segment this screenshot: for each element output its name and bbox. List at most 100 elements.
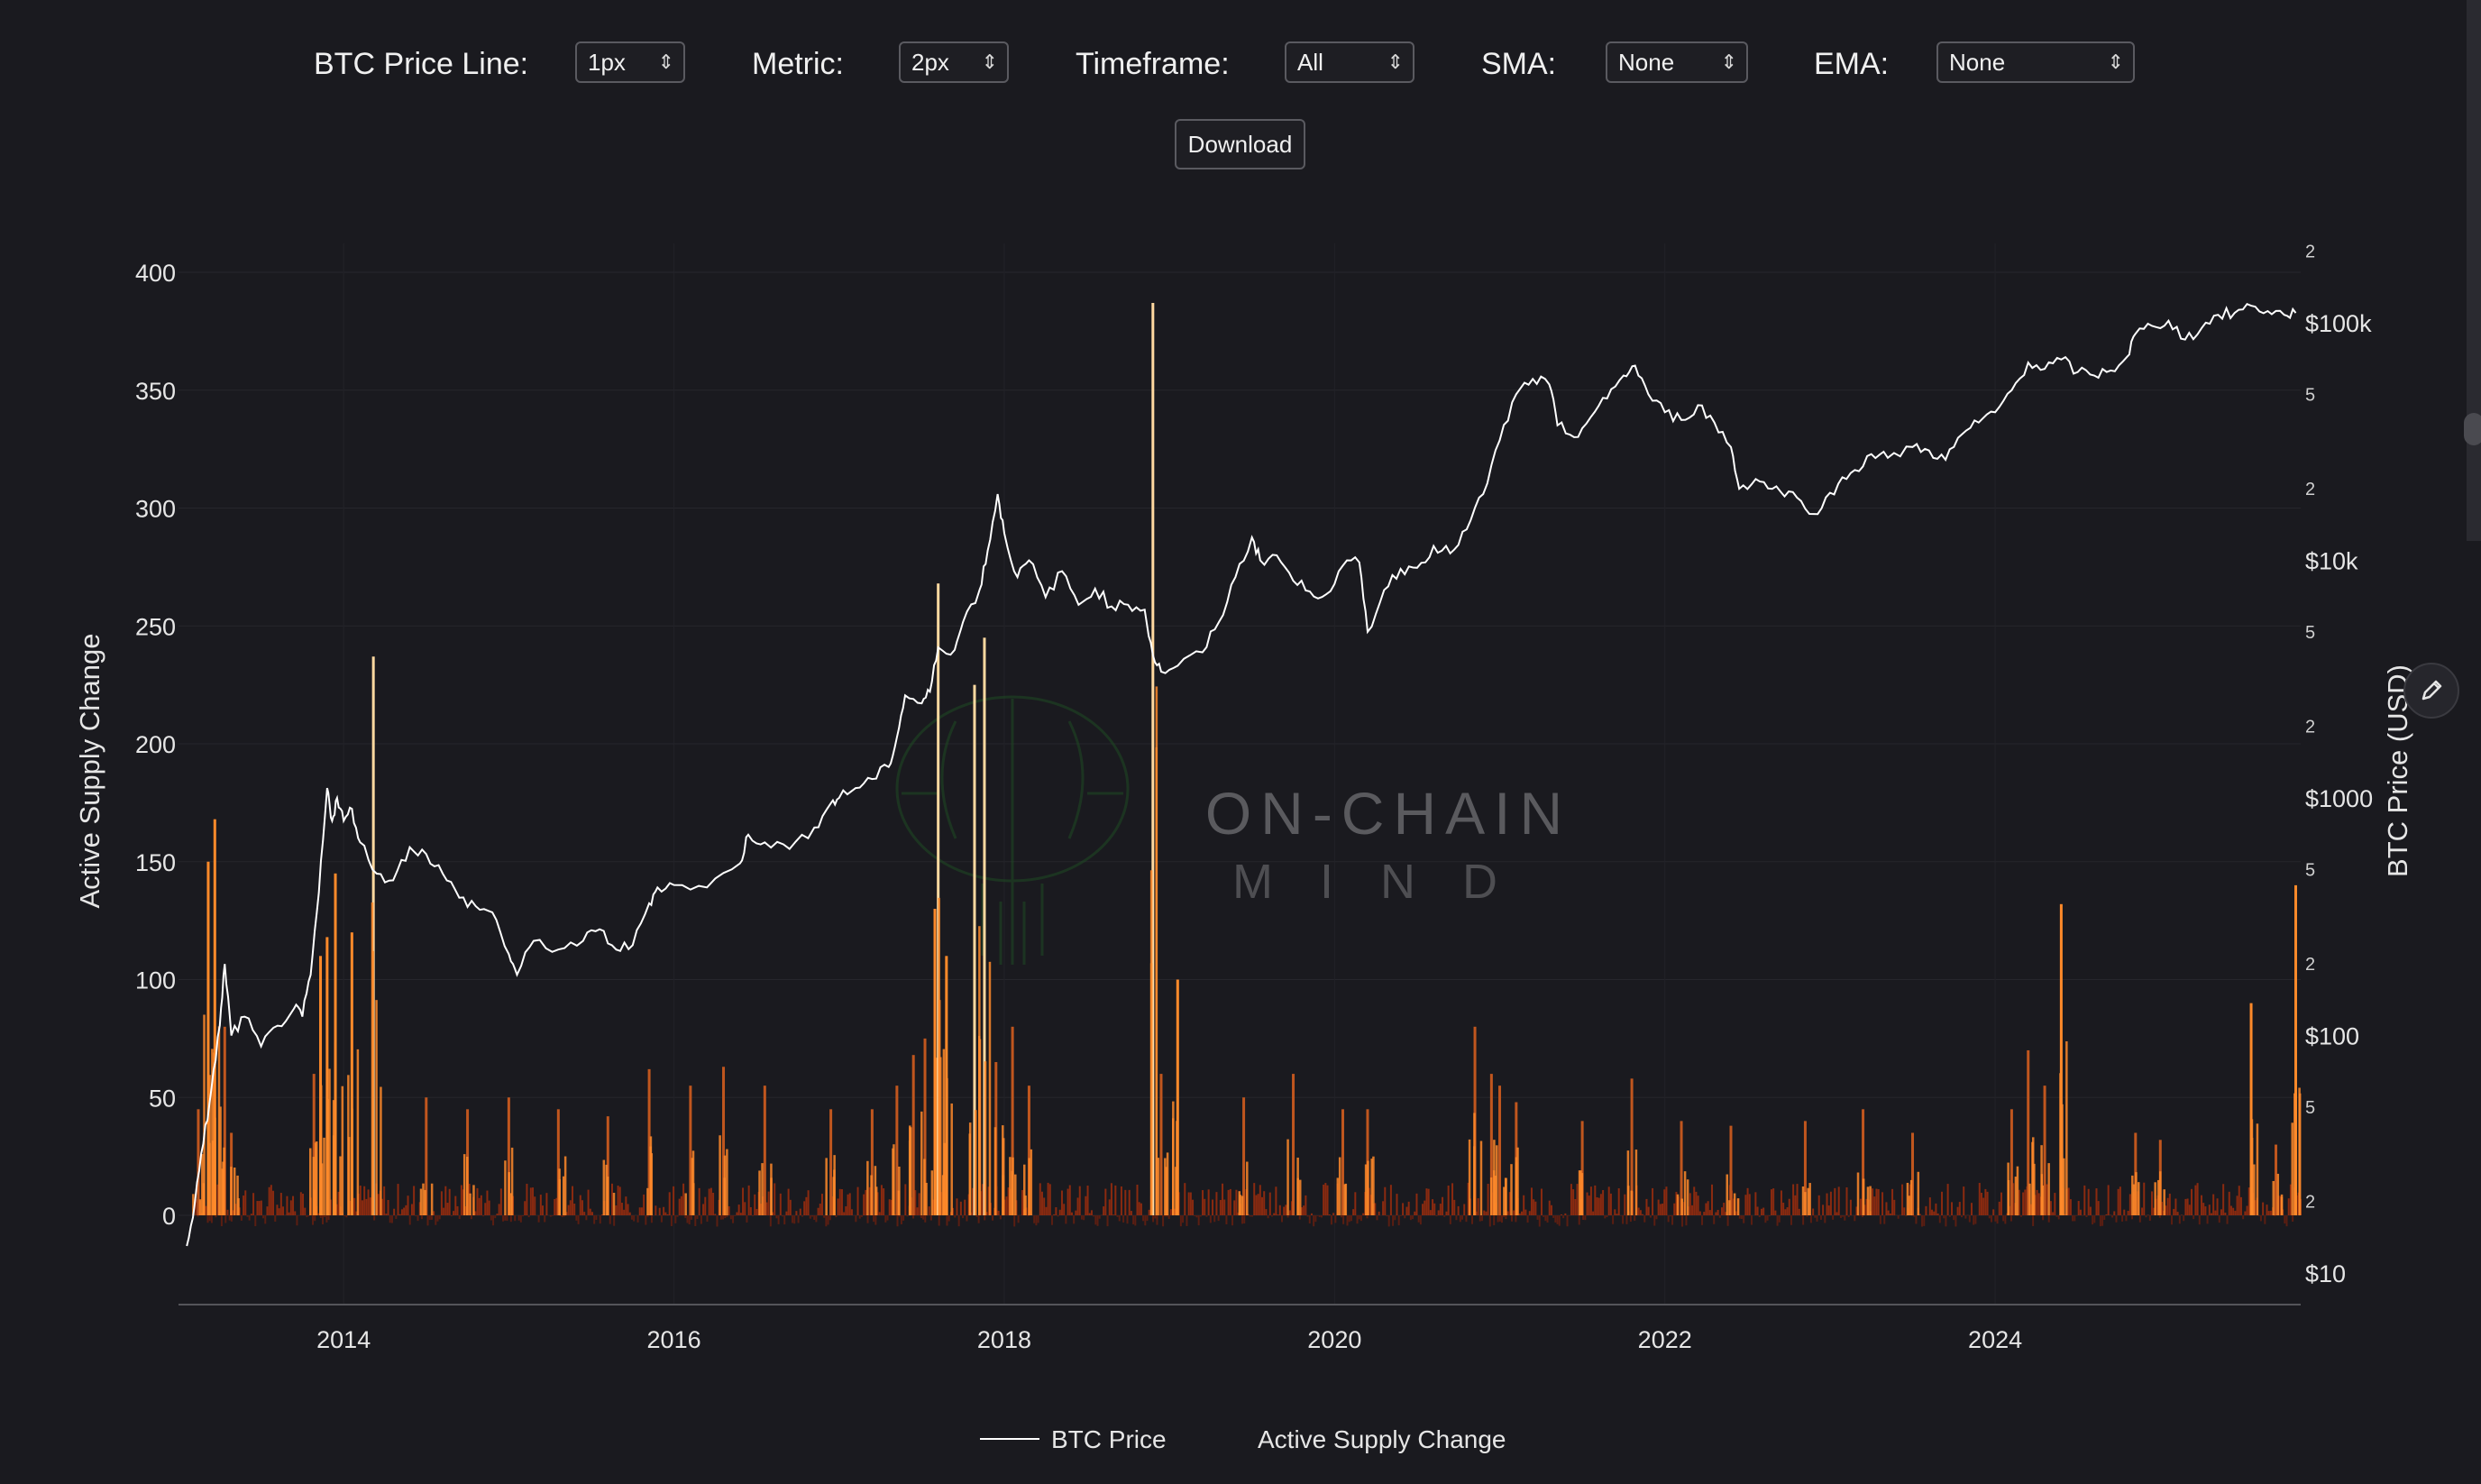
supply-bar — [840, 1189, 843, 1215]
supply-bar — [2137, 1182, 2140, 1215]
supply-bar — [833, 1155, 836, 1215]
supply-bar — [2190, 1188, 2193, 1215]
supply-bar — [732, 1215, 735, 1223]
supply-bar — [2183, 1215, 2185, 1222]
supply-bar — [2173, 1208, 2175, 1215]
supply-bar — [2065, 1040, 2068, 1215]
supply-bar — [1806, 1215, 1808, 1217]
supply-bar — [912, 1215, 915, 1219]
supply-bar — [496, 1214, 499, 1215]
supply-bar — [1085, 1195, 1087, 1215]
download-button[interactable]: Download — [1175, 119, 1305, 169]
legend: BTC Price Active Supply Change — [980, 1425, 1506, 1453]
supply-bar — [2244, 1211, 2247, 1215]
supply-bar — [349, 1201, 352, 1215]
supply-bar — [1217, 1215, 1220, 1222]
supply-bar — [1445, 1211, 1448, 1215]
supply-bar — [2047, 1215, 2050, 1223]
scrollbar-track[interactable] — [2467, 0, 2481, 541]
supply-bar — [1098, 1215, 1101, 1219]
supply-bar — [650, 1215, 653, 1223]
supply-bar — [1078, 1186, 1081, 1215]
supply-bar — [779, 1193, 782, 1215]
x-tick-label: 2024 — [1968, 1326, 2022, 1353]
supply-bar — [1814, 1215, 1817, 1218]
supply-bar — [201, 1154, 204, 1215]
supply-bar — [262, 1215, 265, 1219]
supply-bar — [1065, 1215, 1067, 1224]
supply-bar — [930, 1170, 934, 1215]
supply-bar — [700, 1215, 702, 1224]
supply-bar — [825, 1215, 828, 1227]
supply-bar — [783, 1215, 786, 1225]
supply-bar — [1108, 1199, 1111, 1215]
supply-bar — [1017, 1215, 1020, 1223]
ema-select[interactable]: None ⇕ — [1936, 41, 2135, 83]
supply-bar — [1955, 1215, 1957, 1227]
supply-bar — [446, 1203, 449, 1215]
supply-bar — [1487, 1183, 1489, 1215]
supply-bar — [365, 1198, 368, 1215]
supply-bar — [1856, 1172, 1860, 1215]
supply-bar — [670, 1215, 673, 1226]
supply-bar — [916, 1207, 919, 1215]
sma-select[interactable]: None ⇕ — [1606, 41, 1748, 83]
supply-bar — [874, 1215, 877, 1225]
controls-bar: BTC Price Line: 1px ⇕ Metric: 2px ⇕ Time… — [0, 0, 2481, 180]
supply-bar — [1647, 1206, 1650, 1215]
price-line-select[interactable]: 1px ⇕ — [575, 41, 685, 83]
supply-bar — [1510, 1164, 1513, 1215]
supply-bar — [1344, 1183, 1348, 1215]
supply-bar — [1829, 1191, 1832, 1215]
supply-bar — [1754, 1192, 1757, 1215]
supply-bar — [1762, 1207, 1765, 1215]
metric-select[interactable]: 2px ⇕ — [899, 41, 1009, 83]
supply-bar — [863, 1194, 865, 1215]
supply-bar — [1857, 1215, 1860, 1216]
supply-bar — [1130, 1211, 1132, 1215]
supply-bar — [1963, 1186, 1965, 1215]
brain-logo-icon — [895, 695, 1130, 965]
supply-bar — [943, 1142, 946, 1215]
supply-bar — [618, 1186, 621, 1215]
supply-bar — [2135, 1172, 2138, 1215]
supply-bar — [1803, 1121, 1807, 1215]
supply-bar — [746, 1215, 748, 1223]
scrollbar-thumb[interactable] — [2464, 413, 2481, 445]
supply-bar — [1005, 1196, 1008, 1215]
supply-bar — [1579, 1170, 1582, 1215]
supply-bar — [2107, 1185, 2110, 1215]
supply-bar — [499, 1188, 502, 1215]
supply-bar — [1612, 1215, 1615, 1224]
supply-bar — [874, 1166, 877, 1215]
supply-bar — [1176, 979, 1179, 1215]
supply-bar — [1877, 1189, 1880, 1215]
supply-bar — [906, 1215, 909, 1217]
supply-bar — [984, 1061, 987, 1215]
supply-bar — [482, 1215, 485, 1217]
supply-bar — [1384, 1186, 1387, 1215]
supply-bar — [1788, 1198, 1790, 1215]
supply-bar — [736, 1212, 738, 1215]
supply-bar — [1433, 1203, 1436, 1215]
supply-bar — [1729, 1125, 1733, 1215]
supply-bar — [1449, 1215, 1451, 1224]
supply-bar — [203, 1014, 206, 1215]
price-line-value: 1px — [588, 49, 626, 76]
supply-bar — [924, 1215, 927, 1223]
supply-bar — [440, 1191, 443, 1215]
supply-bar — [1199, 1215, 1202, 1217]
supply-bar — [563, 1215, 566, 1217]
supply-bar — [870, 1109, 874, 1215]
timeframe-select[interactable]: All ⇕ — [1285, 41, 1414, 83]
edit-button[interactable] — [2403, 663, 2459, 719]
supply-bar — [1024, 1195, 1027, 1215]
supply-bar — [2269, 1210, 2272, 1215]
supply-bar — [2101, 1215, 2104, 1226]
supply-bar — [1011, 1026, 1014, 1215]
supply-bar — [2275, 1144, 2278, 1215]
watermark-line2: MIND — [1232, 855, 1544, 909]
supply-bar — [2204, 1206, 2207, 1215]
supply-bar — [684, 1215, 687, 1218]
